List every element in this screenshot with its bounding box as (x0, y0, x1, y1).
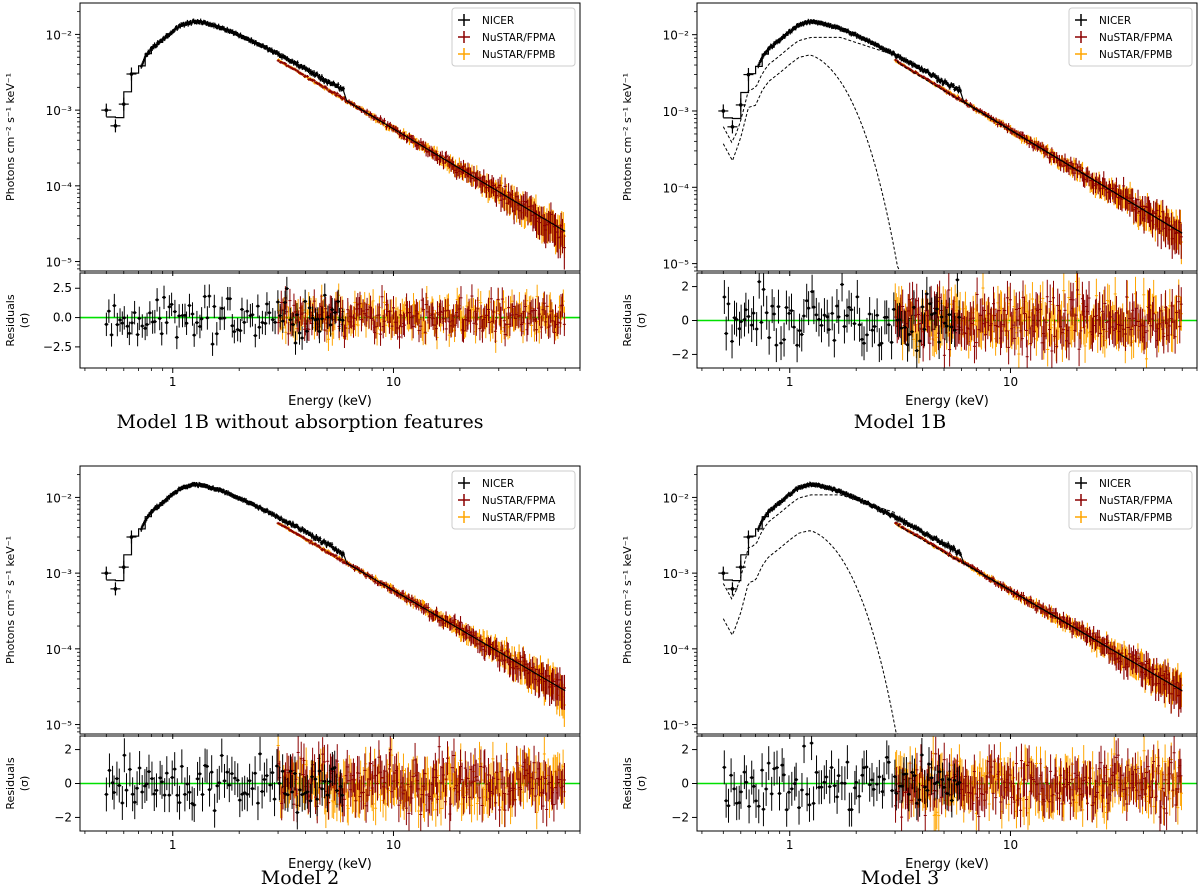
x-axis-label: Energy (keV) (905, 857, 989, 872)
chart-panel-1: 10⁻⁵ 10⁻⁴ 10⁻³ 10⁻² Photons cm⁻² s⁻¹ keV⁻¹ 1 1… (4, 2, 581, 409)
main-plot-frame (696, 2, 1198, 272)
x-tick-label: 1 (169, 375, 177, 389)
x-tick-label: 10 (386, 838, 401, 852)
model-component-power-law (722, 494, 1183, 692)
legend-label-nustar-fpma: NuSTAR/FPMA (482, 495, 556, 507)
x-tick-label: 1 (169, 838, 177, 852)
x-tick-label: 10 (386, 375, 401, 389)
residual-y-tick-label: 0 (681, 777, 689, 791)
series-nustar-fpma (894, 58, 1183, 368)
legend-label-nicer: NICER (482, 15, 514, 27)
legend-box (451, 470, 576, 530)
residual-plot-frame (79, 735, 581, 832)
x-tick-label: 10 (1003, 838, 1018, 852)
x-tick-label: 10 (1003, 375, 1018, 389)
series-nustar-fpma (276, 59, 566, 349)
legend-label-nustar-fpma: NuSTAR/FPMA (482, 32, 556, 44)
y-axis-label: Photons cm⁻² s⁻¹ keV⁻¹ (621, 536, 634, 664)
y-axis-label: Photons cm⁻² s⁻¹ keV⁻¹ (621, 73, 634, 201)
y-tick-label: 10⁻³ (46, 567, 73, 581)
residual-y-label: Residuals (621, 757, 634, 809)
legend-box (1068, 470, 1193, 530)
y-tick-label: 10⁻² (46, 491, 73, 505)
y-tick-label: 10⁻² (46, 28, 73, 42)
residual-plot-frame (79, 272, 581, 369)
residual-plot-frame (696, 735, 1198, 832)
y-tick-label: 10⁻² (663, 491, 690, 505)
residual-y-tick-label: 0 (681, 314, 689, 328)
model-curve (723, 21, 1183, 234)
chart-panel-3: 10⁻⁵ 10⁻⁴ 10⁻³ 10⁻² Photons cm⁻² s⁻¹ keV⁻¹ 1 1… (4, 465, 581, 872)
y-tick-label: 10⁻³ (663, 105, 690, 119)
legend-label-nustar-fpma: NuSTAR/FPMA (1099, 32, 1173, 44)
residual-y-tick-label: 0.0 (53, 311, 72, 325)
legend: NICER NuSTAR/FPMA NuSTAR/FPMB (451, 470, 576, 530)
chart-panel-4: 10⁻⁵ 10⁻⁴ 10⁻³ 10⁻² Photons cm⁻² s⁻¹ keV⁻¹ 1 1… (621, 465, 1198, 872)
residual-y-label-unit: (σ) (635, 776, 648, 792)
x-tick-label: 1 (786, 838, 794, 852)
caption-panel-1: Model 1B without absorption features (116, 411, 484, 433)
residual-y-label-unit: (σ) (18, 313, 31, 329)
main-plot-frame (79, 465, 581, 735)
legend-label-nustar-fpma: NuSTAR/FPMA (1099, 495, 1173, 507)
y-axis-label: Photons cm⁻² s⁻¹ keV⁻¹ (4, 536, 17, 664)
caption-panel-4: Model 3 (860, 867, 940, 889)
residual-y-label-unit: (σ) (635, 313, 648, 329)
y-tick-label: 10⁻⁵ (663, 258, 690, 272)
legend-label-nustar-fpmb: NuSTAR/FPMB (482, 49, 555, 61)
legend: NICER NuSTAR/FPMA NuSTAR/FPMB (451, 7, 576, 67)
residual-y-label: Residuals (4, 757, 17, 809)
x-axis-label: Energy (keV) (905, 394, 989, 409)
legend-label-nicer: NICER (1099, 15, 1131, 27)
legend-label-nicer: NICER (482, 478, 514, 490)
residual-y-label: Residuals (4, 294, 17, 346)
model-component-thermal (722, 54, 901, 272)
caption-panel-3: Model 2 (260, 867, 340, 889)
y-tick-label: 10⁻⁴ (663, 181, 690, 195)
legend: NICER NuSTAR/FPMA NuSTAR/FPMB (1068, 470, 1193, 530)
x-tick-label: 1 (786, 375, 794, 389)
y-tick-label: 10⁻³ (46, 104, 73, 118)
main-plot-frame (79, 2, 581, 272)
residual-y-tick-label: 2.5 (53, 281, 72, 295)
legend-label-nicer: NICER (1099, 478, 1131, 490)
residual-y-tick-label: −2 (54, 810, 72, 824)
y-tick-label: 10⁻⁴ (46, 643, 73, 657)
legend-label-nustar-fpmb: NuSTAR/FPMB (1099, 512, 1172, 524)
y-tick-label: 10⁻³ (663, 567, 690, 581)
residual-y-tick-label: −2 (671, 347, 689, 361)
legend-label-nustar-fpmb: NuSTAR/FPMB (482, 512, 555, 524)
main-plot-frame (696, 465, 1198, 735)
legend-box (451, 7, 576, 67)
residual-y-tick-label: −2.5 (43, 340, 72, 354)
residual-y-tick-label: 2 (681, 743, 689, 757)
residual-y-label: Residuals (621, 294, 634, 346)
residual-y-tick-label: 0 (64, 777, 72, 791)
x-axis-label: Energy (keV) (288, 394, 372, 409)
legend-label-nustar-fpmb: NuSTAR/FPMB (1099, 49, 1172, 61)
residual-y-tick-label: 2 (681, 280, 689, 294)
model-curve (106, 483, 566, 692)
y-tick-label: 10⁻⁴ (46, 180, 73, 194)
series-nustar-fpma (276, 521, 566, 831)
residual-plot-frame (696, 272, 1198, 369)
model-component-power-law (722, 36, 1183, 234)
legend-box (1068, 7, 1193, 67)
y-tick-label: 10⁻⁴ (663, 643, 690, 657)
y-tick-label: 10⁻⁵ (46, 719, 73, 733)
residual-y-tick-label: −2 (671, 810, 689, 824)
legend: NICER NuSTAR/FPMA NuSTAR/FPMB (1068, 7, 1193, 67)
chart-panel-2: 10⁻⁵ 10⁻⁴ 10⁻³ 10⁻² Photons cm⁻² s⁻¹ keV⁻¹ 1 1… (621, 2, 1198, 409)
y-tick-label: 10⁻² (663, 29, 690, 43)
model-component-thermal (722, 530, 899, 735)
y-tick-label: 10⁻⁵ (663, 719, 690, 733)
model-curve (106, 20, 566, 232)
x-axis-label: Energy (keV) (288, 857, 372, 872)
caption-panel-2: Model 1B (853, 411, 947, 433)
residual-y-tick-label: 2 (64, 743, 72, 757)
y-tick-label: 10⁻⁵ (46, 256, 73, 270)
y-axis-label: Photons cm⁻² s⁻¹ keV⁻¹ (4, 73, 17, 201)
residual-y-label-unit: (σ) (18, 776, 31, 792)
